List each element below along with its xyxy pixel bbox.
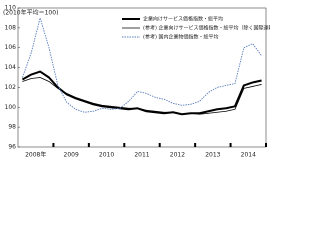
legend-label: 企業向けサービス価格指数・総平均 <box>143 16 223 23</box>
series-line <box>21 70 262 116</box>
y-tick-label: 102 <box>5 84 17 91</box>
y-tick-label: 110 <box>5 5 17 12</box>
y-tick-label: 108 <box>5 24 17 31</box>
x-tick-label: 2008年 <box>25 151 46 159</box>
y-tick-label: 98 <box>8 124 16 131</box>
series-line <box>22 17 262 113</box>
y-tick-label: 100 <box>5 104 17 111</box>
legend-label: (参考) 企業向けサービス価格指数・総平均（除く国際運輸） <box>143 25 270 32</box>
x-tick-label: 2011 <box>134 152 149 159</box>
chart: (2010年平均＝100) 96 98 100 102 104 106 108 110 2008… <box>3 5 270 159</box>
x-tick-label: 2014 <box>241 152 256 159</box>
legend-label: (参考) 国内企業物価指数・総平均 <box>143 34 219 41</box>
x-tick-label: 2013 <box>205 152 220 159</box>
y-tick-label: 96 <box>8 144 16 151</box>
chart-title: (2010年平均＝100) <box>3 9 58 17</box>
y-tick-label: 106 <box>5 44 17 51</box>
plot-frame <box>17 7 267 148</box>
series-line <box>22 77 262 115</box>
x-tick-label: 2010 <box>99 152 114 159</box>
y-tick-label: 104 <box>5 64 17 71</box>
x-tick-label: 2009 <box>64 152 79 159</box>
x-tick-label: 2012 <box>170 152 185 159</box>
